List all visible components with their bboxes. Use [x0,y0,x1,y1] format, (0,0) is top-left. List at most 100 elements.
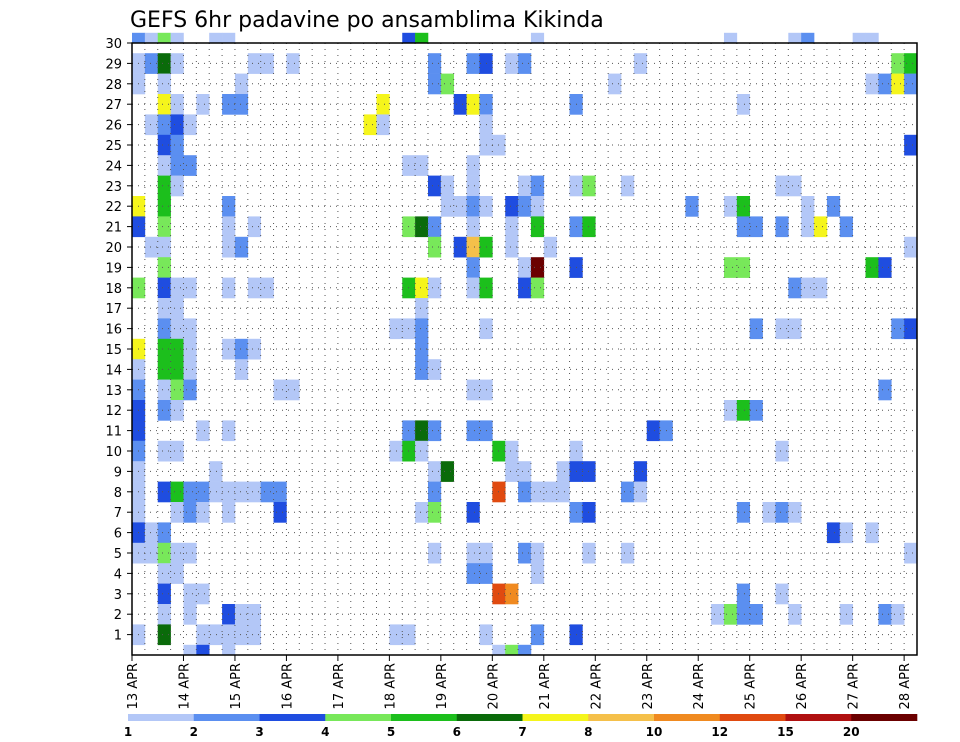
heatmap-cell [865,73,879,95]
heatmap-cell [157,583,171,605]
heatmap-cell [196,502,210,523]
heatmap-cell [196,481,210,503]
x-tick-label: 16 APR [280,663,295,709]
heatmap-cell [466,196,480,217]
heatmap-cell [878,257,892,278]
y-tick-label: 9 [114,465,122,480]
heatmap-cell [723,196,738,217]
y-tick-label: 10 [105,445,122,460]
heatmap-cell [453,196,467,217]
heatmap-cell [170,94,184,115]
heatmap-cell [736,196,751,217]
heatmap-cell [633,461,648,482]
x-tick-label: 21 APR [538,663,553,709]
x-tick-label: 13 APR [126,663,141,709]
heatmap-cell [621,175,635,197]
heatmap-cell [132,32,146,44]
heatmap-cell [633,481,648,503]
colorbar-swatch [851,714,918,721]
heatmap-cell [157,73,171,95]
heatmap-cell [157,400,171,421]
y-tick-label: 8 [114,486,122,501]
heatmap-cell [427,461,442,482]
heatmap-cell [247,216,261,238]
y-tick-label: 11 [105,425,122,440]
heatmap-cell [556,481,570,503]
heatmap-cell [170,53,184,74]
heatmap-cell [144,522,159,544]
y-tick-label: 2 [114,608,122,623]
colorbar-swatch [522,714,589,721]
heatmap-cell [260,481,274,503]
colorbar-label: 3 [255,725,263,739]
heatmap-cell [440,175,455,197]
heatmap-cell [466,379,480,401]
heatmap-cell [222,644,236,656]
heatmap-cell [440,461,455,482]
x-tick-label: 24 APR [692,663,707,709]
heatmap-cell [865,32,879,44]
heatmap-cell [183,379,197,401]
heatmap-cell [518,542,532,564]
heatmap-cell [183,277,197,299]
heatmap-cell [427,359,442,380]
heatmap-cell [183,604,197,625]
heatmap-cell [144,236,159,258]
heatmap-cell [402,32,416,44]
heatmap-cell [170,175,184,197]
heatmap-cell [505,440,519,462]
heatmap-cell [466,420,480,442]
y-tick-label: 25 [105,139,122,154]
heatmap-cell [196,644,210,656]
heatmap-cell [736,400,751,421]
heatmap-cell [466,236,480,258]
heatmap-cell [904,134,918,156]
heatmap-cell [157,94,171,115]
heatmap-cell [427,277,442,299]
heatmap-cell [157,114,171,136]
heatmap-cell [234,481,249,503]
grid-lines [132,43,917,655]
heatmap-cell [415,338,429,360]
x-tick-label: 19 APR [435,663,450,709]
x-tick-label: 27 APR [847,663,862,709]
heatmap-cell [736,583,751,605]
heatmap-cell [157,379,171,401]
heatmap-cell [505,583,519,605]
heatmap-cell [788,318,802,340]
heatmap-cell [723,604,738,625]
heatmap-cell [389,440,403,462]
y-tick-label: 24 [105,159,122,174]
heatmap-cell [144,542,159,564]
heatmap-cell [453,236,467,258]
colorbar-label: 15 [777,725,794,739]
heatmap-cell [736,257,751,278]
chart-title: GEFS 6hr padavine po ansamblima Kikinda [130,8,604,33]
heatmap-cell [183,318,197,340]
heatmap-cell [170,379,184,401]
heatmap-cell [415,32,429,44]
y-tick-label: 21 [105,221,122,236]
heatmap-cell [415,298,429,319]
heatmap-cell [389,624,403,646]
heatmap-cell [775,583,789,605]
colorbar-label: 20 [843,725,860,739]
x-tick-label: 23 APR [641,663,656,709]
colorbar-label: 10 [646,725,663,739]
heatmap-cell [144,32,159,44]
heatmap-cell [814,216,828,238]
heatmap-cell [157,563,171,584]
heatmap-cell [505,53,519,74]
heatmap-cell [736,216,751,238]
heatmap-cell [466,502,480,523]
colorbar-label: 12 [711,725,728,739]
colorbar-swatch [654,714,721,721]
heatmap-cell [891,604,905,625]
y-tick-label: 29 [105,57,122,72]
heatmap-cell [415,155,429,176]
heatmap-cell [466,277,480,299]
heatmap-cell [878,604,892,625]
heatmap-cell [466,175,480,197]
heatmap-cell [865,522,879,544]
heatmap-cell [273,502,287,523]
